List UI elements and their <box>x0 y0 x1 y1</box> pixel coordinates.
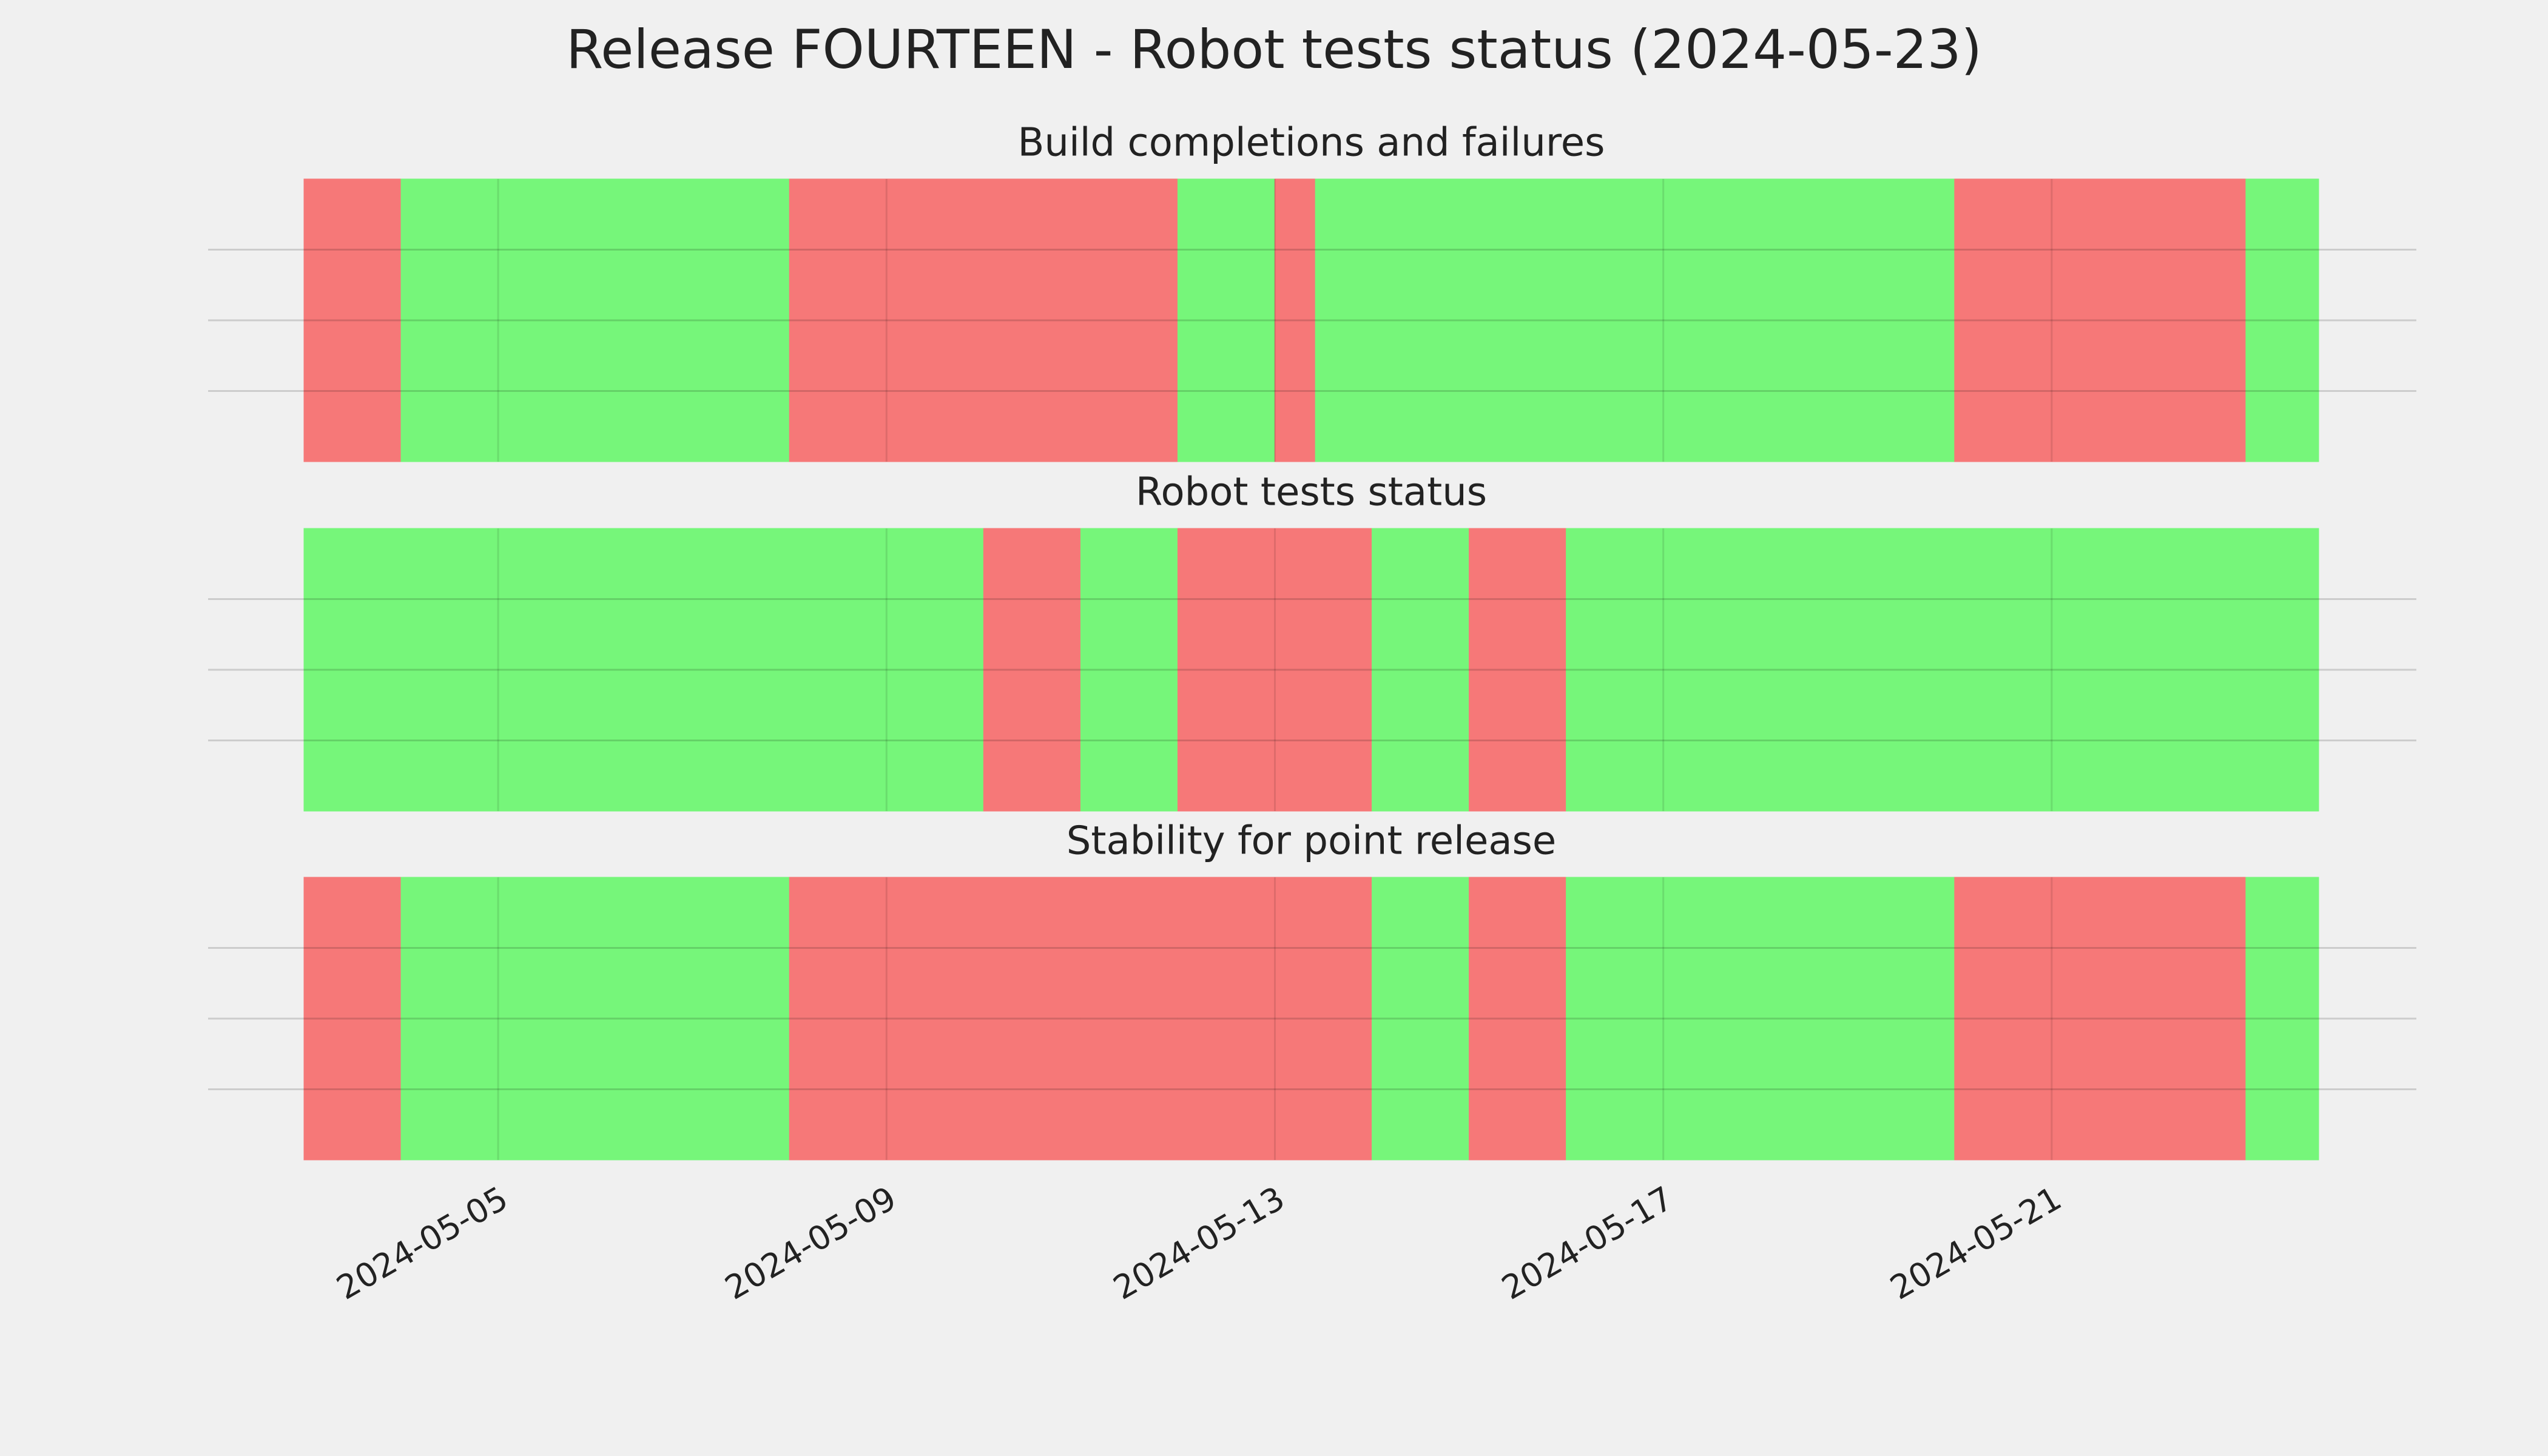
status-span <box>1566 877 1955 1161</box>
status-span <box>983 877 1081 1161</box>
panel-title: Robot tests status <box>1136 470 1487 515</box>
status-span <box>1954 178 2246 462</box>
status-span <box>1372 877 1470 1161</box>
status-span <box>1177 877 1373 1161</box>
status-span <box>303 528 984 812</box>
chart-title: Release FOURTEEN - Robot tests status (2… <box>566 18 1982 81</box>
status-span <box>1177 528 1373 812</box>
status-span <box>1080 877 1178 1161</box>
status-span <box>886 877 984 1161</box>
status-span <box>1274 178 1316 462</box>
status-span <box>983 528 1081 812</box>
status-span <box>303 877 402 1161</box>
status-span <box>303 178 402 462</box>
status-span <box>1315 178 1955 462</box>
status-span <box>789 178 1178 462</box>
status-span <box>2245 178 2319 462</box>
status-span <box>1372 528 1470 812</box>
status-span <box>1954 877 2246 1161</box>
panel-title: Stability for point release <box>1067 819 1557 864</box>
status-span <box>1469 877 1567 1161</box>
status-span <box>2245 877 2319 1161</box>
status-span <box>400 178 790 462</box>
status-span <box>400 877 790 1161</box>
status-span <box>1566 528 2319 812</box>
status-span <box>1469 528 1567 812</box>
panel-title: Build completions and failures <box>1018 121 1605 166</box>
status-span <box>789 877 887 1161</box>
status-span <box>1177 178 1275 462</box>
status-span <box>1080 528 1178 812</box>
